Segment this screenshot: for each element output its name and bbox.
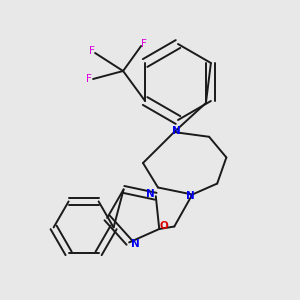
Text: F: F	[86, 74, 92, 84]
Text: N: N	[186, 190, 195, 200]
Text: O: O	[160, 221, 169, 231]
Text: N: N	[146, 189, 155, 199]
Text: F: F	[89, 46, 95, 56]
Text: N: N	[131, 239, 140, 249]
Text: F: F	[141, 39, 147, 49]
Text: N: N	[172, 126, 181, 136]
